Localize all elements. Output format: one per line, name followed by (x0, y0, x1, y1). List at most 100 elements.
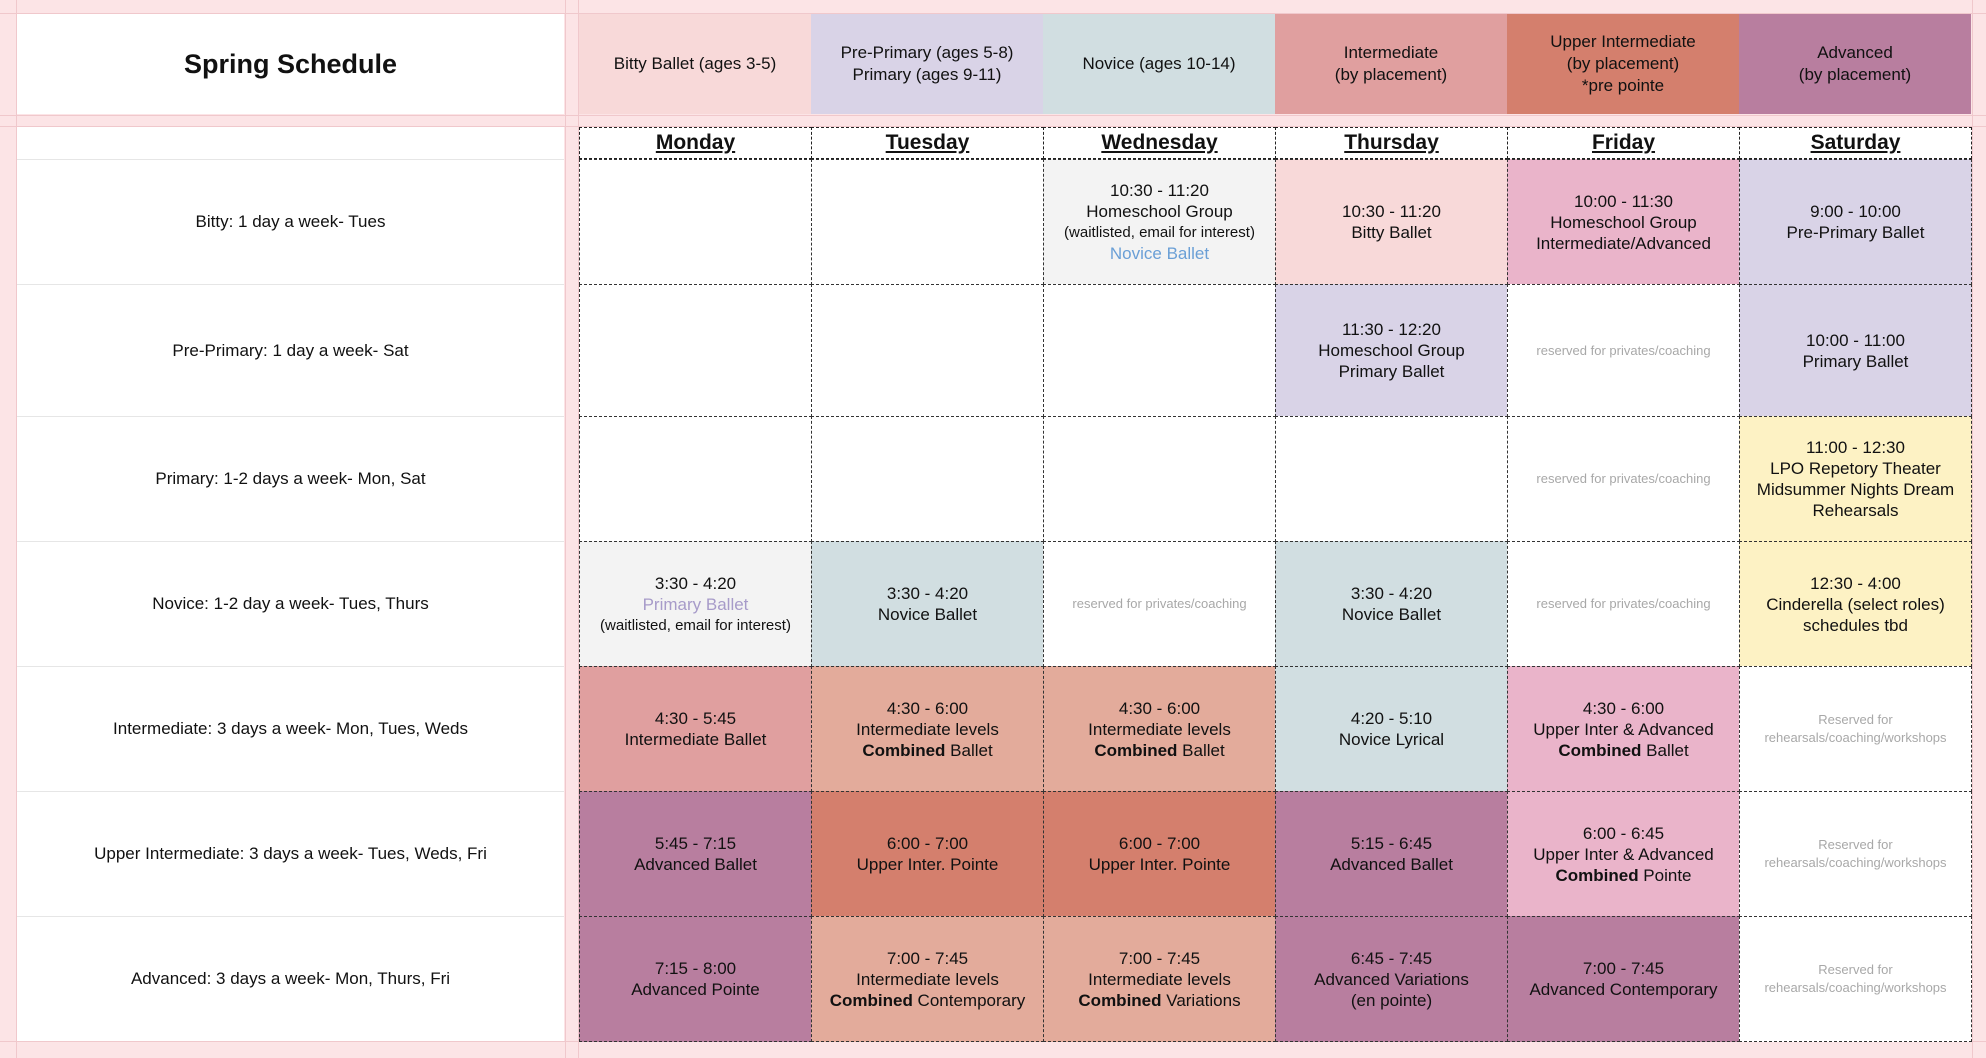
class-type: Combined Ballet (862, 740, 993, 760)
reserved-note: reserved for privates/coaching (1536, 471, 1711, 486)
class-name: LPO Repetory Theater (1770, 459, 1941, 478)
reserved-note: Reserved for (1818, 712, 1893, 727)
class-time: 5:45 - 7:15 (654, 834, 737, 853)
schedule-cell-fri-reserved: reserved for privates/coaching (1507, 541, 1740, 667)
schedule-cell-fri-reserved: reserved for privates/coaching (1507, 416, 1740, 542)
class-name: Homeschool Group (1550, 212, 1697, 232)
day-header-wednesday: Wednesday (1043, 127, 1276, 159)
class-time: 4:30 - 6:00 (886, 698, 969, 718)
sheet-gridline (0, 13, 1986, 14)
class-level: Primary Ballet (1338, 362, 1445, 381)
schedule-cell-sat-reserved: Reserved for rehearsals/coaching/worksho… (1739, 791, 1972, 917)
schedule-cell-empty (811, 159, 1044, 285)
class-name: Primary Ballet (1802, 351, 1909, 371)
sheet-gridline (565, 0, 566, 1058)
class-time: 10:00 - 11:30 (1574, 191, 1673, 211)
class-name: Upper Inter & Advanced (1533, 844, 1714, 864)
class-time: 3:30 - 4:20 (886, 584, 969, 603)
schedule-cell-sat-primary-ballet: 10:00 - 11:00 Primary Ballet (1739, 284, 1972, 417)
row-label-advanced: Advanced: 3 days a week- Mon, Thurs, Fri (17, 916, 564, 1041)
schedule-cell-sat-cinderella: 12:30 - 4:00 Cinderella (select roles) s… (1739, 541, 1972, 667)
class-name: Novice Lyrical (1338, 730, 1445, 749)
sheet-gridline (1972, 0, 1973, 1058)
schedule-cell-empty (579, 159, 812, 285)
class-time: 3:30 - 4:20 (654, 573, 737, 593)
legend-bitty-ballet: Bitty Ballet (ages 3-5) (579, 14, 811, 114)
class-name: Advanced Ballet (634, 855, 757, 874)
sheet-gridline (578, 0, 579, 1058)
reserved-note: reserved for privates/coaching (1072, 596, 1247, 611)
day-header-saturday: Saturday (1739, 127, 1972, 159)
class-time: 7:00 - 7:45 (1118, 948, 1201, 968)
schedule-cell-empty (811, 284, 1044, 417)
row-label-novice: Novice: 1-2 day a week- Tues, Thurs (17, 541, 564, 666)
class-time: 6:00 - 7:00 (1118, 834, 1201, 853)
legend-intermediate: Intermediate (by placement) (1275, 14, 1507, 114)
reserved-note-detail: rehearsals/coaching/workshops (1764, 730, 1947, 745)
class-level: Intermediate/Advanced (1536, 233, 1711, 253)
schedule-cell-mon-intermediate-ballet: 4:30 - 5:45 Intermediate Ballet (579, 666, 812, 792)
schedule-cell-thu-advanced-ballet: 5:15 - 6:45 Advanced Ballet (1275, 791, 1508, 917)
class-time: 5:15 - 6:45 (1350, 834, 1433, 853)
class-type: Combined Variations (1078, 990, 1241, 1010)
schedule-cell-thu-novice-ballet: 3:30 - 4:20 Novice Ballet (1275, 541, 1508, 667)
schedule-cell-fri-combined-ballet: 4:30 - 6:00 Upper Inter & Advanced Combi… (1507, 666, 1740, 792)
class-name: Advanced Pointe (631, 980, 760, 999)
schedule-cell-thu-advanced-variations: 6:45 - 7:45 Advanced Variations (en poin… (1275, 916, 1508, 1042)
class-time: 10:30 - 11:20 (1342, 202, 1441, 221)
class-name: Homeschool Group (1086, 202, 1233, 221)
class-name-link[interactable]: Primary Ballet (642, 594, 749, 614)
schedule-cell-tue-upper-inter-pointe: 6:00 - 7:00 Upper Inter. Pointe (811, 791, 1044, 917)
page-title: Spring Schedule (17, 14, 564, 114)
day-header-thursday: Thursday (1275, 127, 1508, 159)
class-time: 4:30 - 6:00 (1582, 698, 1665, 718)
class-name: Novice Ballet (1341, 605, 1442, 624)
schedule-cell-tue-novice-ballet: 3:30 - 4:20 Novice Ballet (811, 541, 1044, 667)
class-detail: Rehearsals (1812, 501, 1899, 520)
reserved-note: reserved for privates/coaching (1536, 596, 1711, 611)
class-time: 10:30 - 11:20 (1110, 181, 1209, 200)
schedule-cell-fri-advanced-contemporary: 7:00 - 7:45 Advanced Contemporary (1507, 916, 1740, 1042)
sheet-gridline (0, 115, 1986, 116)
schedule-cell-sat-reserved: Reserved for rehearsals/coaching/worksho… (1739, 916, 1972, 1042)
class-name: Intermediate levels (856, 969, 999, 989)
reserved-note: Reserved for (1818, 837, 1893, 852)
legend-novice: Novice (ages 10-14) (1043, 14, 1275, 114)
schedule-cell-fri-combined-pointe: 6:00 - 6:45 Upper Inter & Advanced Combi… (1507, 791, 1740, 917)
class-name: Cinderella (select roles) (1766, 594, 1945, 614)
class-name: Upper Inter & Advanced (1533, 719, 1714, 739)
day-header-tuesday: Tuesday (811, 127, 1044, 159)
reserved-note: reserved for privates/coaching (1536, 342, 1711, 358)
class-time: 7:15 - 8:00 (654, 959, 737, 978)
class-note: (waitlisted, email for interest) (600, 616, 791, 634)
sheet-gridline (16, 0, 17, 1058)
schedule-cell-empty (579, 284, 812, 417)
class-time: 6:00 - 7:00 (886, 834, 969, 853)
sheet-gridline (0, 126, 1986, 127)
class-detail: (en pointe) (1350, 990, 1433, 1010)
class-time: 7:00 - 7:45 (1582, 959, 1665, 978)
row-label-intermediate: Intermediate: 3 days a week- Mon, Tues, … (17, 666, 564, 791)
reserved-note: Reserved for (1818, 962, 1893, 977)
legend-advanced: Advanced (by placement) (1739, 14, 1971, 114)
day-header-monday: Monday (579, 127, 812, 159)
schedule-cell-empty (1275, 416, 1508, 542)
row-label-bitty: Bitty: 1 day a week- Tues (17, 159, 564, 284)
schedule-cell-fri-homeschool-int-adv: 10:00 - 11:30 Homeschool Group Intermedi… (1507, 159, 1740, 285)
row-label-upper-intermediate: Upper Intermediate: 3 days a week- Tues,… (17, 791, 564, 916)
schedule-cell-mon-advanced-pointe: 7:15 - 8:00 Advanced Pointe (579, 916, 812, 1042)
class-time: 4:30 - 5:45 (654, 709, 737, 728)
schedule-cell-wed-homeschool-novice: 10:30 - 11:20 Homeschool Group (waitlist… (1043, 159, 1276, 285)
class-name: Advanced Variations (1314, 969, 1469, 989)
class-time: 9:00 - 10:00 (1810, 202, 1901, 221)
class-name-link[interactable]: Novice Ballet (1109, 244, 1210, 263)
class-note: (waitlisted, email for interest) (1064, 224, 1255, 241)
reserved-note-detail: rehearsals/coaching/workshops (1764, 980, 1947, 995)
class-detail: schedules tbd (1803, 615, 1908, 635)
schedule-cell-tue-combined-ballet: 4:30 - 6:00 Intermediate levels Combined… (811, 666, 1044, 792)
schedule-cell-wed-combined-ballet: 4:30 - 6:00 Intermediate levels Combined… (1043, 666, 1276, 792)
schedule-cell-sat-lpo-rehearsals: 11:00 - 12:30 LPO Repetory Theater Midsu… (1739, 416, 1972, 542)
schedule-cell-empty (579, 416, 812, 542)
schedule-cell-empty (1043, 416, 1276, 542)
class-type: Combined Ballet (1094, 740, 1225, 760)
